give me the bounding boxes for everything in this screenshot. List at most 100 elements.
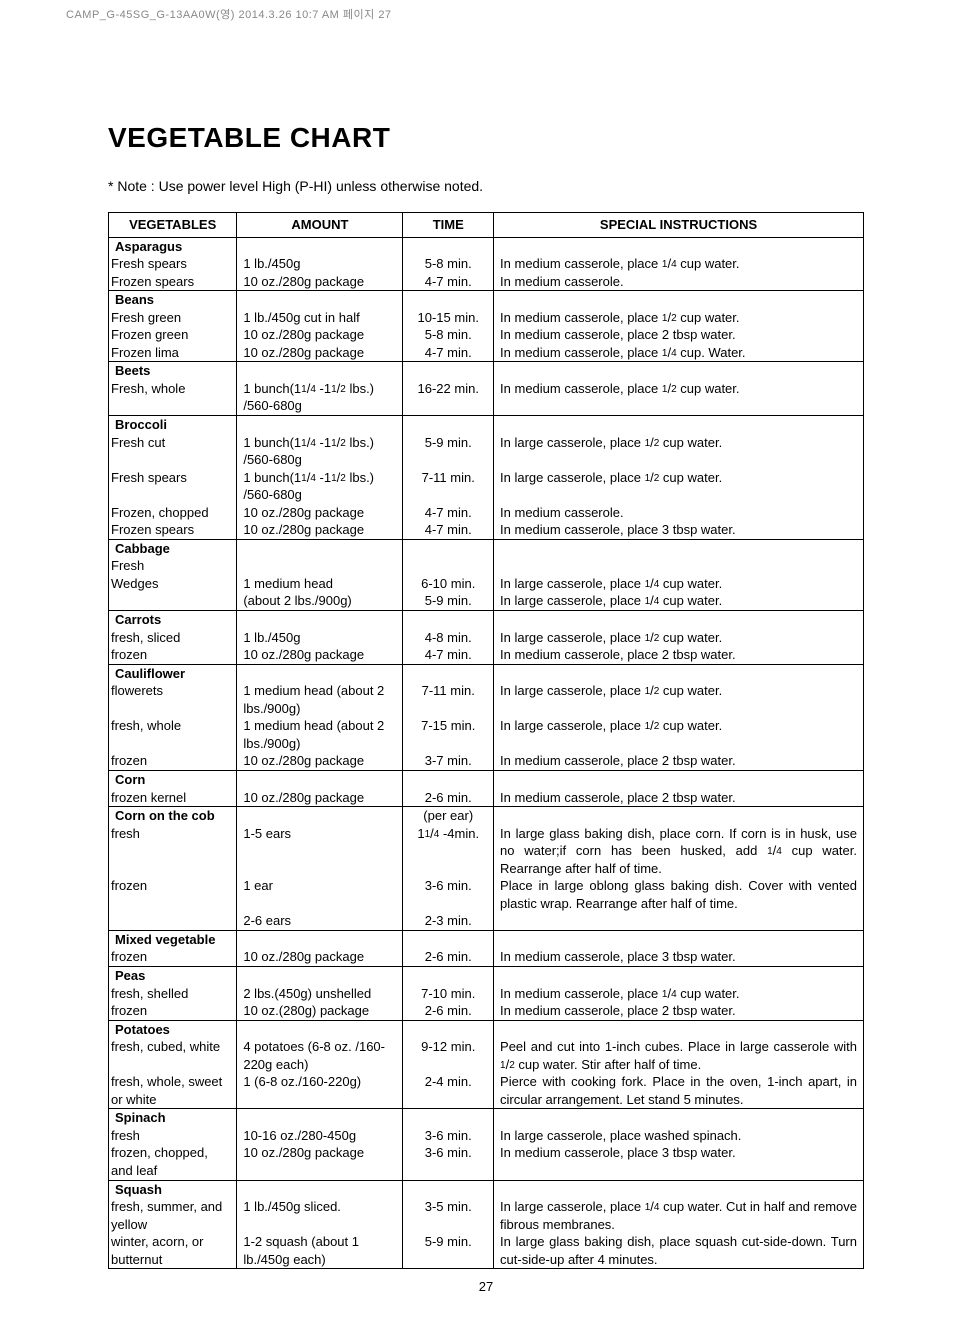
cell-instructions: Place in large oblong glass baking dish.…: [494, 877, 864, 912]
table-row: flowerets1 medium head (about 2 lbs./900…: [109, 682, 864, 717]
group-header-row: Cabbage: [109, 539, 864, 557]
table-row: 2-6 ears2-3 min.: [109, 912, 864, 930]
cell-vegetable: frozen: [109, 1002, 237, 1020]
group-header-row: Corn: [109, 770, 864, 788]
cell-time: 16-22 min.: [403, 380, 494, 416]
cell-amount: 1 medium head (about 2 lbs./900g): [237, 717, 403, 752]
table-row: fresh, shelled2 lbs.(450g) unshelled7-10…: [109, 985, 864, 1003]
table-row: frozen10 oz./280g package2-6 min.In medi…: [109, 948, 864, 966]
cell-vegetable: frozen, chopped, and leaf: [109, 1144, 237, 1180]
cell-vegetable: Frozen spears: [109, 521, 237, 539]
table-row: fresh, cubed, white4 potatoes (6-8 oz. /…: [109, 1038, 864, 1073]
table-header-row: VEGETABLES AMOUNT TIME SPECIAL INSTRUCTI…: [109, 213, 864, 238]
group-name: Beans: [115, 292, 154, 307]
cell-time: 11/4 -4min.: [403, 825, 494, 878]
cell-instructions: In large casserole, place 1/2 cup water.: [494, 717, 864, 752]
cell-instructions: In medium casserole, place 1/2 cup water…: [494, 309, 864, 327]
group-header-row: Beans: [109, 291, 864, 309]
cell-instructions: In medium casserole, place 1/2 cup water…: [494, 380, 864, 416]
cell-time: 5-9 min.: [403, 434, 494, 469]
cell-time: 10-15 min.: [403, 309, 494, 327]
group-name: Peas: [115, 968, 145, 983]
table-row: fresh1-5 ears11/4 -4min.In large glass b…: [109, 825, 864, 878]
group-name: Corn on the cob: [115, 808, 215, 823]
cell-time: 4-8 min.: [403, 629, 494, 647]
cell-vegetable: Frozen, chopped: [109, 504, 237, 522]
col-header-instructions: SPECIAL INSTRUCTIONS: [494, 213, 864, 238]
cell-instructions: In medium casserole.: [494, 273, 864, 291]
cell-amount: 1-2 squash (about 1 lb./450g each): [237, 1233, 403, 1269]
cell-instructions: In medium casserole, place 1/4 cup. Wate…: [494, 344, 864, 362]
cell-time: 5-8 min.: [403, 326, 494, 344]
table-row: fresh, whole, sweet or white1 (6-8 oz./1…: [109, 1073, 864, 1109]
cell-vegetable: frozen: [109, 948, 237, 966]
table-body: AsparagusFresh spears1 lb./450g5-8 min.I…: [109, 237, 864, 1269]
cell-instructions: In medium casserole, place 2 tbsp water.: [494, 326, 864, 344]
cell-instructions: In medium casserole, place 2 tbsp water.: [494, 752, 864, 770]
group-name: Carrots: [115, 612, 161, 627]
cell-amount: 1 ear: [237, 877, 403, 912]
cell-vegetable: Fresh spears: [109, 469, 237, 504]
cell-time: 4-7 min.: [403, 521, 494, 539]
cell-instructions: In large casserole, place 1/2 cup water.: [494, 629, 864, 647]
cell-instructions: In large glass baking dish, place corn. …: [494, 825, 864, 878]
cell-vegetable: fresh, summer, and yellow: [109, 1198, 237, 1233]
cell-time: 7-11 min.: [403, 682, 494, 717]
cell-instructions: Peel and cut into 1-inch cubes. Place in…: [494, 1038, 864, 1073]
table-row: Wedges1 medium head6-10 min.In large cas…: [109, 575, 864, 593]
table-row: fresh, whole1 medium head (about 2 lbs./…: [109, 717, 864, 752]
cell-amount: 10 oz./280g package: [237, 273, 403, 291]
cell-instructions: In large glass baking dish, place squash…: [494, 1233, 864, 1269]
cell-time: 3-7 min.: [403, 752, 494, 770]
table-row: frozen, chopped, and leaf10 oz./280g pac…: [109, 1144, 864, 1180]
cell-amount: 10 oz./280g package: [237, 646, 403, 664]
table-row: Fresh spears1 bunch(11/4 -11/2 lbs.) /56…: [109, 469, 864, 504]
group-header-row: Asparagus: [109, 237, 864, 255]
table-row: fresh10-16 oz./280-450g3-6 min.In large …: [109, 1127, 864, 1145]
cell-vegetable: flowerets: [109, 682, 237, 717]
group-header-row: Corn on the cob(per ear): [109, 807, 864, 825]
cell-instructions: In large casserole, place 1/4 cup water.…: [494, 1198, 864, 1233]
cell-amount: 1 lb./450g cut in half: [237, 309, 403, 327]
cell-instructions: In large casserole, place 1/2 cup water.: [494, 682, 864, 717]
group-name: Squash: [115, 1182, 162, 1197]
table-row: Frozen spears10 oz./280g package4-7 min.…: [109, 273, 864, 291]
cell-amount: 1 lb./450g: [237, 255, 403, 273]
header-strip: CAMP_G-45SG_G-13AA0W(영) 2014.3.26 10:7 A…: [0, 0, 954, 22]
cell-instructions: In medium casserole, place 2 tbsp water.: [494, 1002, 864, 1020]
cell-time: 2-3 min.: [403, 912, 494, 930]
cell-instructions: In medium casserole, place 3 tbsp water.: [494, 1144, 864, 1180]
cell-vegetable: frozen: [109, 877, 237, 912]
cell-vegetable: Frozen spears: [109, 273, 237, 291]
cell-vegetable: fresh, sliced: [109, 629, 237, 647]
group-header-row: Potatoes: [109, 1020, 864, 1038]
cell-amount: 10 oz./280g package: [237, 344, 403, 362]
cell-time: 2-6 min.: [403, 1002, 494, 1020]
table-row: fresh, summer, and yellow1 lb./450g slic…: [109, 1198, 864, 1233]
cell-time: [403, 557, 494, 575]
cell-vegetable: Fresh: [109, 557, 237, 575]
cell-instructions: In medium casserole, place 3 tbsp water.: [494, 948, 864, 966]
cell-instructions: In large casserole, place 1/2 cup water.: [494, 434, 864, 469]
col-header-amount: AMOUNT: [237, 213, 403, 238]
vegetable-table: VEGETABLES AMOUNT TIME SPECIAL INSTRUCTI…: [108, 212, 864, 1269]
cell-amount: 1 lb./450g sliced.: [237, 1198, 403, 1233]
cell-instructions: In medium casserole, place 2 tbsp water.: [494, 789, 864, 807]
group-name: Corn: [115, 772, 145, 787]
cell-vegetable: fresh: [109, 1127, 237, 1145]
cell-amount: 4 potatoes (6-8 oz. /160-220g each): [237, 1038, 403, 1073]
note-text: * Note : Use power level High (P-HI) unl…: [108, 178, 864, 194]
col-header-vegetables: VEGETABLES: [109, 213, 237, 238]
table-row: Frozen, chopped10 oz./280g package4-7 mi…: [109, 504, 864, 522]
group-header-row: Squash: [109, 1180, 864, 1198]
cell-vegetable: Fresh, whole: [109, 380, 237, 416]
table-row: frozen1 ear3-6 min.Place in large oblong…: [109, 877, 864, 912]
table-row: Fresh: [109, 557, 864, 575]
group-header-row: Spinach: [109, 1109, 864, 1127]
cell-amount: 1-5 ears: [237, 825, 403, 878]
cell-time: 5-9 min.: [403, 1233, 494, 1269]
cell-amount: [237, 557, 403, 575]
cell-time: 3-6 min.: [403, 877, 494, 912]
page-number: 27: [108, 1279, 864, 1294]
cell-vegetable: frozen: [109, 752, 237, 770]
